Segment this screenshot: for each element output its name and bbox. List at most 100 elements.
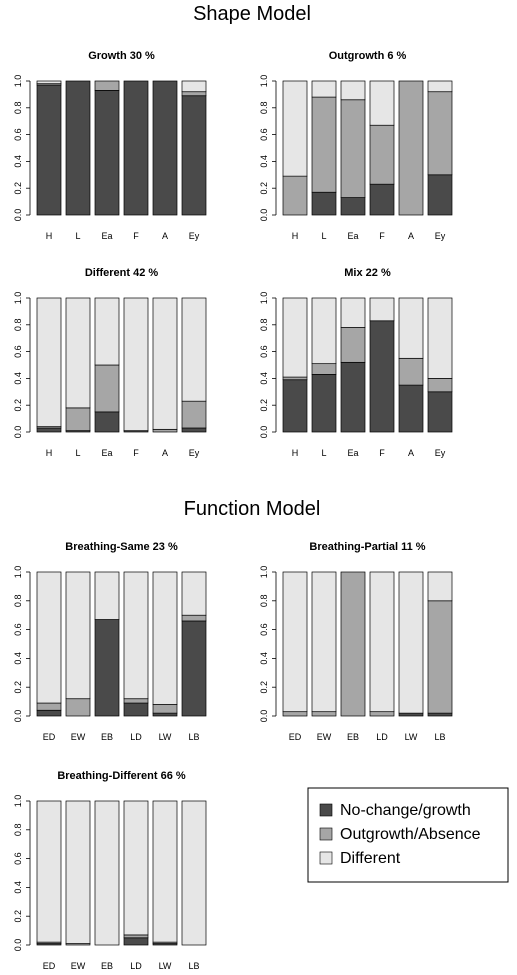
bar-segment-outgrowth [36, 702, 62, 711]
legend-label-different: Different [340, 850, 401, 867]
chart-title: Breathing-Same 23 % [65, 541, 178, 553]
bar-segment-no-change [152, 712, 178, 717]
legend-swatch-no-change [319, 803, 333, 817]
bar-segment-different [369, 80, 395, 126]
bar-segment-outgrowth [181, 400, 207, 429]
bar-segment-no-change [427, 391, 453, 433]
bar-segment-outgrowth [340, 99, 366, 198]
y-tick-label: 0.6 [13, 852, 23, 865]
y-tick-label: 0.4 [259, 372, 269, 385]
y-tick-label: 0.2 [13, 681, 23, 694]
bar-segment-no-change [398, 712, 424, 717]
bar-segment-different [36, 80, 62, 85]
x-tick-label: H [292, 448, 299, 458]
bar-segment-no-change [369, 320, 395, 433]
y-tick-label: 0.8 [13, 595, 23, 608]
bar-segment-no-change [65, 80, 91, 216]
y-tick-label: 1.0 [13, 795, 23, 808]
y-tick-label: 1.0 [13, 566, 23, 579]
bar-segment-outgrowth [427, 378, 453, 393]
x-tick-label: Ea [347, 448, 358, 458]
bar-segment-different [282, 80, 308, 177]
y-tick-label: 0.0 [259, 209, 269, 222]
x-tick-label: LB [434, 732, 445, 742]
bar-segment-no-change [427, 174, 453, 216]
x-tick-label: A [162, 231, 168, 241]
bar-segment-outgrowth [311, 363, 337, 375]
bar-segment-different [123, 800, 149, 936]
x-tick-label: F [133, 231, 139, 241]
bar-segment-different [340, 80, 366, 101]
bar-segment-outgrowth [340, 327, 366, 363]
bar-segment-outgrowth [94, 80, 120, 91]
y-tick-label: 0.4 [259, 652, 269, 665]
bar-segment-different [282, 297, 308, 378]
legend-label-outgrowth: Outgrowth/Absence [340, 826, 481, 843]
y-tick-label: 0.0 [259, 710, 269, 723]
bar-segment-different [340, 297, 366, 328]
x-tick-label: A [408, 448, 414, 458]
legend-box [307, 787, 509, 883]
bar-segment-outgrowth [123, 698, 149, 704]
y-tick-label: 0.8 [259, 319, 269, 332]
bar-segment-different [152, 571, 178, 705]
x-tick-label: Ey [435, 448, 446, 458]
x-tick-label: ED [43, 961, 56, 971]
bar-segment-outgrowth [369, 711, 395, 717]
bar-segment-no-change [36, 709, 62, 717]
bar-segment-no-change [123, 80, 149, 216]
bar-segment-outgrowth [282, 376, 308, 381]
bar-segment-different [152, 297, 178, 430]
y-tick-label: 1.0 [13, 292, 23, 305]
bar-segment-different [398, 571, 424, 714]
y-tick-label: 0.8 [13, 824, 23, 837]
bar-segment-no-change [181, 427, 207, 433]
chart-panel-7: Breathing-Different 66 % 0.0 0.2 0.4 0.6 0.8 1… [13, 770, 207, 971]
x-tick-label: L [321, 448, 326, 458]
y-tick-label: 0.8 [259, 595, 269, 608]
y-tick-label: 0.2 [13, 910, 23, 923]
chart-panels: Growth 30 %0.00.20.40.60.81.0H L Ea F A EyOut… [13, 50, 453, 971]
x-tick-label: LD [130, 732, 142, 742]
bar-segment-outgrowth [152, 428, 178, 433]
bar-segment-outgrowth [398, 357, 424, 386]
bar-segment-no-change [36, 84, 62, 216]
bar-segment-no-change [152, 80, 178, 216]
x-tick-label: F [133, 448, 139, 458]
x-tick-label: Ey [189, 448, 200, 458]
y-tick-label: 0.2 [13, 182, 23, 195]
legend-swatch-outgrowth [319, 827, 333, 841]
y-tick-label: 0.0 [13, 209, 23, 222]
chart-panel-4: Mix 22 % 0.0 0.2 0.4 0.6 0.8 1.0 H L Ea F A Ey [259, 267, 453, 458]
chart-panel-1: Growth 30 % 0.0 0.2 0.4 0.6 0.8 1.0 H L Ea F A Ey [13, 50, 207, 241]
bar-segment-outgrowth [427, 91, 453, 176]
x-tick-label: LB [188, 732, 199, 742]
bar-segment-no-change [123, 937, 149, 946]
y-tick-label: 0.4 [13, 155, 23, 168]
bar-segment-different [152, 800, 178, 943]
bar-segment-different [65, 571, 91, 700]
bar-segment-different [181, 80, 207, 93]
y-tick-label: 0.8 [259, 102, 269, 115]
bar-segment-different [94, 571, 120, 620]
legend-swatch-different [319, 851, 333, 865]
chart-title: Breathing-Partial 11 % [309, 541, 425, 553]
bar-segment-different [36, 297, 62, 427]
bar-segment-different [181, 297, 207, 402]
bar-segment-no-change [123, 702, 149, 717]
bar-segment-no-change [282, 379, 308, 433]
bar-segment-outgrowth [282, 175, 308, 216]
x-tick-label: H [46, 448, 53, 458]
x-tick-label: L [321, 231, 326, 241]
bar-segment-outgrowth [311, 96, 337, 193]
chart-title: Growth 30 % [88, 50, 155, 62]
y-tick-label: 0.0 [259, 426, 269, 439]
x-tick-label: LW [159, 732, 172, 742]
y-tick-label: 0.6 [259, 623, 269, 636]
x-tick-label: LW [405, 732, 418, 742]
bar-segment-outgrowth [94, 364, 120, 413]
y-tick-label: 0.8 [13, 319, 23, 332]
bar-segment-different [36, 800, 62, 943]
bar-segment-different [311, 297, 337, 365]
